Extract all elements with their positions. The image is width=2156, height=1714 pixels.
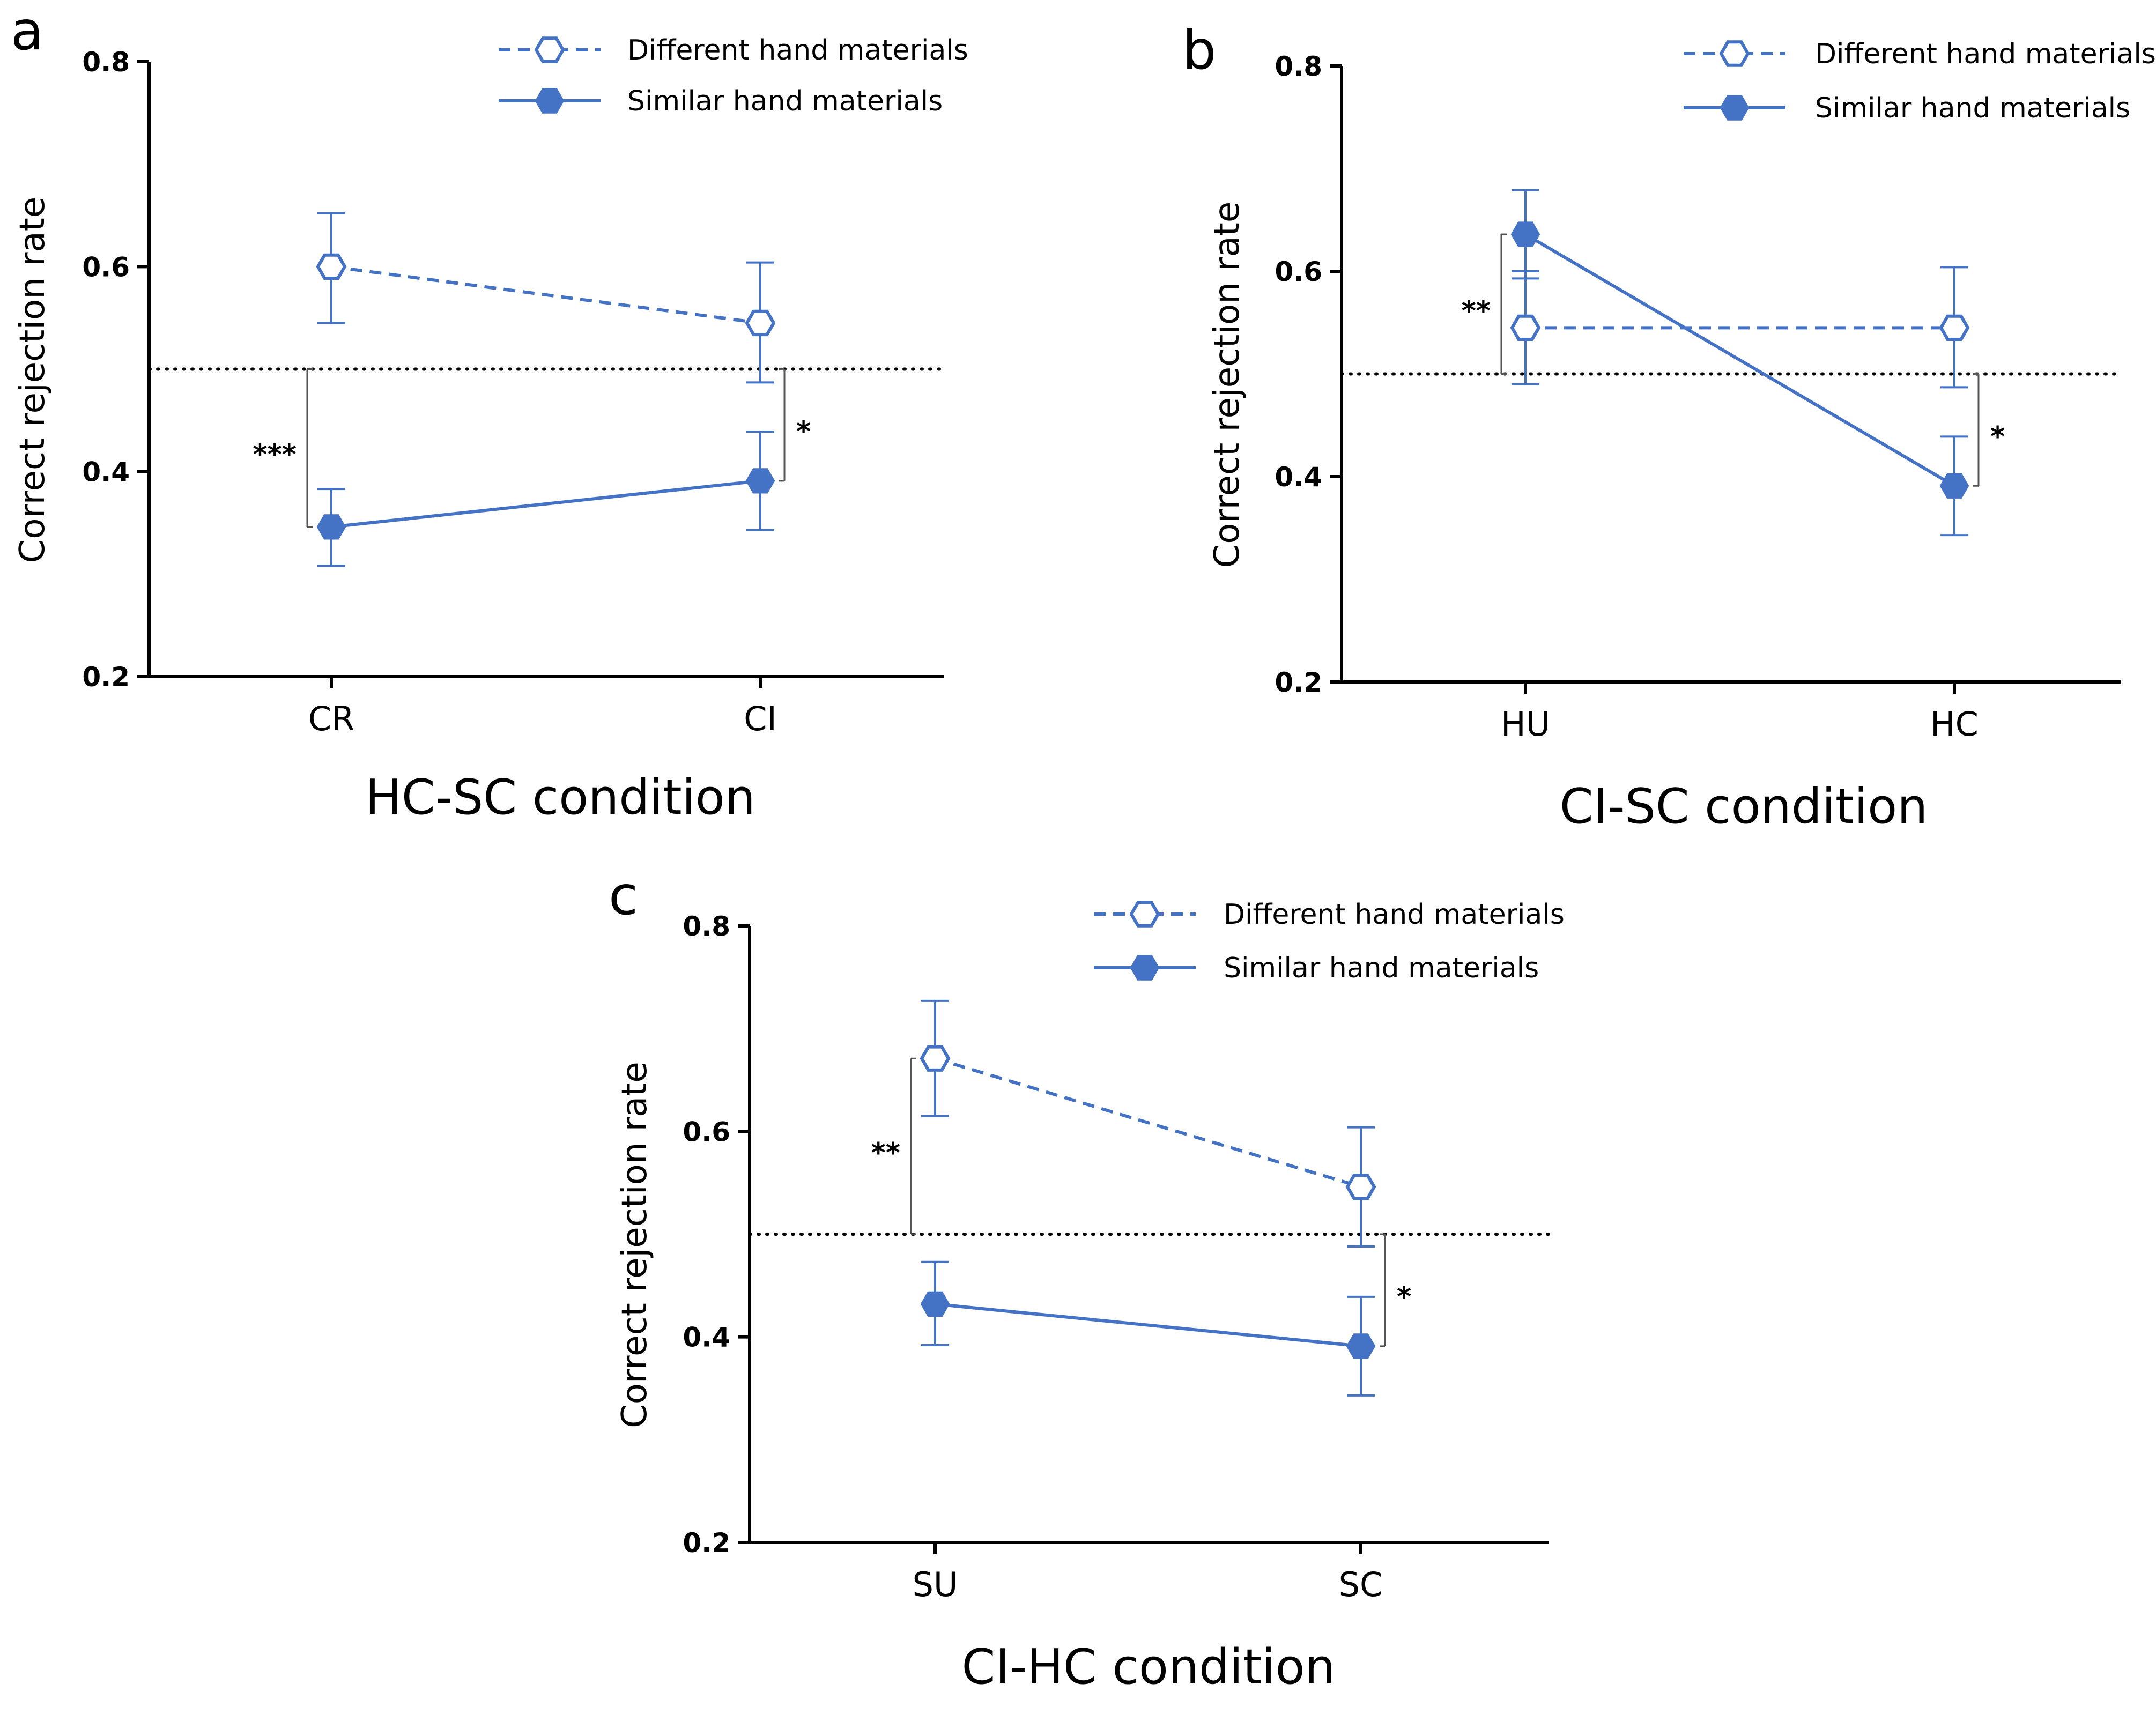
- significance-label: ***: [253, 439, 297, 471]
- significance-label: **: [1462, 295, 1491, 327]
- series-line: [935, 1057, 1361, 1189]
- significance-label: *: [1397, 1281, 1411, 1313]
- panel-letter: a: [11, 0, 43, 62]
- x-tick-label: HU: [1501, 704, 1550, 744]
- data-point: [1939, 473, 1969, 499]
- y-axis-label: Correct rejection rate: [615, 1062, 655, 1428]
- legend-label: Similar hand materials: [1815, 92, 2130, 124]
- significance-label: **: [871, 1137, 900, 1169]
- y-tick-label: 0.6: [82, 251, 130, 283]
- chart-panel-a: a 0.2 0.4 0.6 0.8 CR CI Correct rejection rate H…: [11, 0, 968, 826]
- y-tick-label: 0.4: [683, 1322, 730, 1353]
- series-line: [331, 265, 761, 325]
- y-tick-label: 0.2: [82, 662, 130, 693]
- chart-panel-b: b 0.2 0.4 0.6 0.8 HU HC Correct rejection rate C…: [1182, 19, 2156, 835]
- data-point: [1346, 1333, 1376, 1359]
- legend: Different hand materials Similar hand mat…: [499, 34, 968, 117]
- y-tick-label: 0.2: [1275, 667, 1322, 698]
- significance-label: *: [1990, 421, 2005, 453]
- series-line: [331, 479, 761, 529]
- y-tick-label: 0.8: [1275, 51, 1322, 82]
- series-line: [935, 1302, 1361, 1348]
- data-point: [316, 253, 347, 280]
- legend-marker: [1719, 40, 1750, 67]
- data-point: [920, 1291, 950, 1317]
- x-tick-label: SC: [1339, 1565, 1383, 1604]
- x-tick-label: CR: [308, 699, 354, 738]
- legend-marker: [1130, 955, 1160, 981]
- legend: Different hand materials Similar hand mat…: [1094, 899, 1565, 984]
- panel-letter: b: [1182, 19, 1216, 81]
- data-point: [745, 468, 775, 494]
- x-axis-label: CI-HC condition: [961, 1639, 1335, 1695]
- y-tick-label: 0.8: [683, 911, 730, 942]
- legend-marker: [1720, 95, 1750, 121]
- legend-marker: [1129, 901, 1160, 928]
- series-similar: [1510, 189, 1969, 537]
- series-different: [920, 999, 1376, 1248]
- x-tick-label: CI: [744, 699, 777, 738]
- legend-label: Different hand materials: [1224, 899, 1565, 931]
- x-axis-label: HC-SC condition: [365, 769, 755, 826]
- data-point: [1510, 314, 1541, 341]
- x-tick-label: SU: [913, 1565, 958, 1604]
- x-axis-label: CI-SC condition: [1560, 778, 1928, 835]
- y-tick-label: 0.6: [1275, 256, 1322, 287]
- chart-panel-c: c 0.2 0.4 0.6 0.8 SU SC Correct rejection rate C…: [609, 864, 1565, 1695]
- series-similar: [920, 1260, 1376, 1397]
- x-tick-label: HC: [1930, 704, 1979, 744]
- series-different: [316, 212, 776, 384]
- data-point: [1345, 1174, 1376, 1200]
- legend-label: Similar hand materials: [627, 85, 943, 117]
- legend-label: Similar hand materials: [1224, 952, 1539, 984]
- legend-label: Different hand materials: [1815, 38, 2156, 70]
- significance-label: *: [796, 416, 811, 448]
- legend-marker: [535, 88, 565, 114]
- y-tick-label: 0.4: [1275, 462, 1322, 493]
- y-axis-label: Correct rejection rate: [13, 197, 53, 563]
- data-point: [745, 309, 776, 337]
- y-tick-label: 0.6: [683, 1116, 730, 1147]
- y-tick-label: 0.4: [82, 457, 130, 488]
- legend-label: Different hand materials: [627, 34, 968, 66]
- data-point: [316, 514, 346, 540]
- y-axis-label: Correct rejection rate: [1207, 202, 1247, 568]
- data-point: [920, 1045, 951, 1072]
- panel-letter: c: [609, 864, 638, 927]
- y-tick-label: 0.8: [82, 47, 130, 78]
- series-different: [1510, 266, 1970, 389]
- legend-marker: [534, 36, 565, 63]
- series-similar: [316, 431, 775, 567]
- series-line: [1524, 233, 1955, 487]
- y-tick-label: 0.2: [683, 1527, 730, 1559]
- data-point: [1939, 314, 1970, 341]
- data-point: [1510, 221, 1540, 247]
- legend: Different hand materials Similar hand mat…: [1684, 38, 2156, 124]
